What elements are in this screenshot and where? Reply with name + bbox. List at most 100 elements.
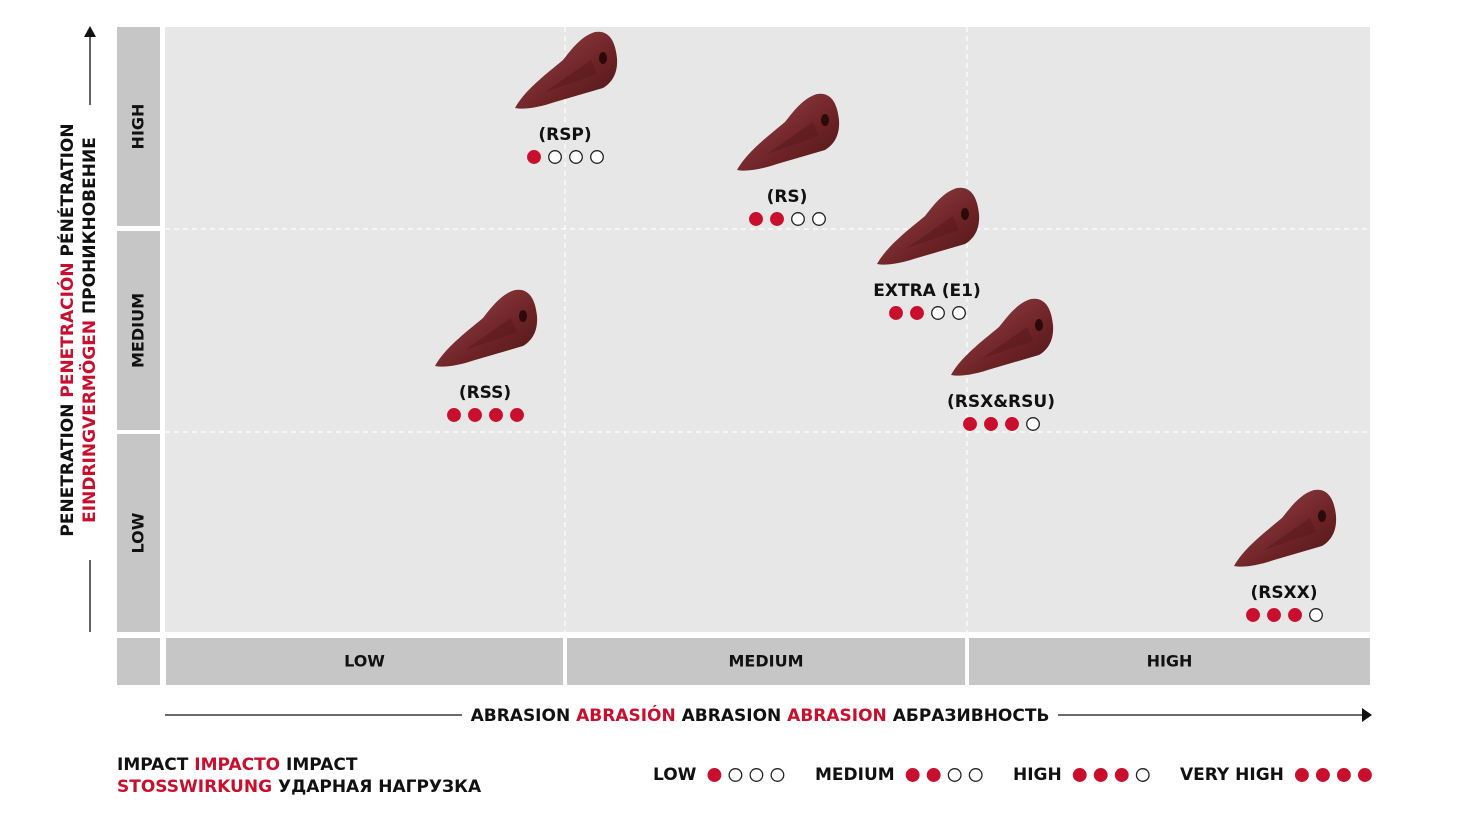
dot-empty (947, 768, 962, 782)
tooth-detail (767, 122, 819, 154)
dot-filled (984, 417, 998, 431)
dot-filled (1315, 768, 1330, 782)
text-part: АБРАЗИВНОСТЬ (893, 706, 1050, 726)
dot-filled (1072, 768, 1087, 782)
dot-filled (926, 768, 941, 782)
product-label: (RSS) (459, 383, 511, 403)
y-level-label: LOW (129, 512, 148, 553)
dot-empty (548, 150, 562, 164)
dot-empty (952, 306, 966, 320)
product-image (877, 187, 980, 265)
tooth-shape (435, 289, 538, 367)
dot-filled (1357, 768, 1372, 782)
x-level-label: LOW (344, 652, 385, 671)
text-part: PENETRATION (58, 404, 78, 537)
tooth-hole (961, 208, 969, 220)
dot-empty (791, 212, 805, 226)
dot-filled (889, 306, 903, 320)
product-label: (RSXX) (1250, 583, 1317, 603)
text-part: EINDRINGVERMÖGEN (78, 320, 100, 523)
dot-empty (1309, 608, 1323, 622)
dot-empty (968, 768, 983, 782)
dot-filled (770, 212, 784, 226)
dot-filled (910, 306, 924, 320)
plot-area (165, 27, 1370, 632)
dot-empty (569, 150, 583, 164)
dot-empty (931, 306, 945, 320)
text-part: ABRASIÓN (576, 704, 676, 726)
axes-arrows (84, 26, 1372, 722)
y-level-cell (117, 434, 160, 632)
dot-filled (963, 417, 977, 431)
dot-filled (1093, 768, 1108, 782)
tooth-detail (907, 216, 959, 248)
multi-color-text: ABRASION ABRASIÓN ABRASION ABRASION АБРА… (471, 704, 1050, 726)
x-level-cell (969, 638, 1370, 685)
y-level-label: MEDIUM (129, 293, 148, 368)
tooth-detail (465, 318, 517, 350)
tooth-shape (515, 31, 618, 109)
legend-label: VERY HIGH (1180, 765, 1284, 785)
dot-filled (447, 408, 461, 422)
text-part: ПРОНИКНОВЕНИЕ (80, 137, 100, 314)
legend-label: MEDIUM (815, 765, 895, 785)
x-level-cell (567, 638, 965, 685)
text-part: ABRASION (787, 706, 887, 726)
dot-empty (1135, 768, 1150, 782)
y-level-label: HIGH (129, 104, 148, 150)
legend-label: HIGH (1013, 765, 1062, 785)
text-part: IMPACT (117, 755, 189, 775)
text-part: PENETRACIÓN (56, 262, 78, 397)
product-image (737, 93, 840, 171)
grid (165, 27, 1370, 632)
product-image (1234, 489, 1337, 567)
x-level-label: MEDIUM (729, 652, 804, 671)
tooth-hole (519, 310, 527, 322)
multi-color-text: PENETRATION PENETRACIÓN PÉNÉTRATION (56, 123, 78, 536)
multi-color-text: IMPACT IMPACTO IMPACT (117, 755, 358, 775)
dot-empty (812, 212, 826, 226)
product-image (951, 298, 1054, 376)
x-level-cell (166, 638, 563, 685)
dot-filled (905, 768, 920, 782)
dot-filled (1288, 608, 1302, 622)
tooth-shape (737, 93, 840, 171)
tooth-detail (545, 60, 597, 92)
dot-filled (1246, 608, 1260, 622)
dot-filled (1336, 768, 1351, 782)
text-part: IMPACT (286, 755, 358, 775)
y-level-cell (117, 27, 160, 226)
dot-filled (1267, 608, 1281, 622)
dot-filled (468, 408, 482, 422)
dot-filled (1294, 768, 1309, 782)
text-part: ABRASION (682, 706, 782, 726)
product-label: (RSP) (538, 125, 591, 145)
dot-empty (728, 768, 743, 782)
dot-filled (749, 212, 763, 226)
tooth-detail (1264, 518, 1316, 550)
text-part: УДАРНАЯ НАГРУЗКА (278, 777, 482, 797)
tooth-hole (599, 52, 607, 64)
tooth-shape (1234, 489, 1337, 567)
product-label: (RSX&RSU) (947, 392, 1055, 412)
dot-empty (1026, 417, 1040, 431)
y-level-cell (117, 231, 160, 430)
dot-filled (489, 408, 503, 422)
dot-filled (1005, 417, 1019, 431)
tooth-shape (877, 187, 980, 265)
dot-filled (527, 150, 541, 164)
dot-filled (707, 768, 722, 782)
dot-empty (749, 768, 764, 782)
dot-filled (510, 408, 524, 422)
dot-filled (1114, 768, 1129, 782)
text-part: STOSSWIRKUNG (117, 777, 272, 797)
tooth-detail (981, 327, 1033, 359)
text-part: PÉNÉTRATION (56, 123, 78, 256)
legend-label: LOW (653, 765, 697, 785)
x-level-label: HIGH (1147, 652, 1193, 671)
tooth-hole (1035, 319, 1043, 331)
product-label: EXTRA (E1) (873, 281, 980, 301)
multi-color-text: STOSSWIRKUNG УДАРНАЯ НАГРУЗКА (117, 777, 482, 797)
product-image (515, 31, 618, 109)
